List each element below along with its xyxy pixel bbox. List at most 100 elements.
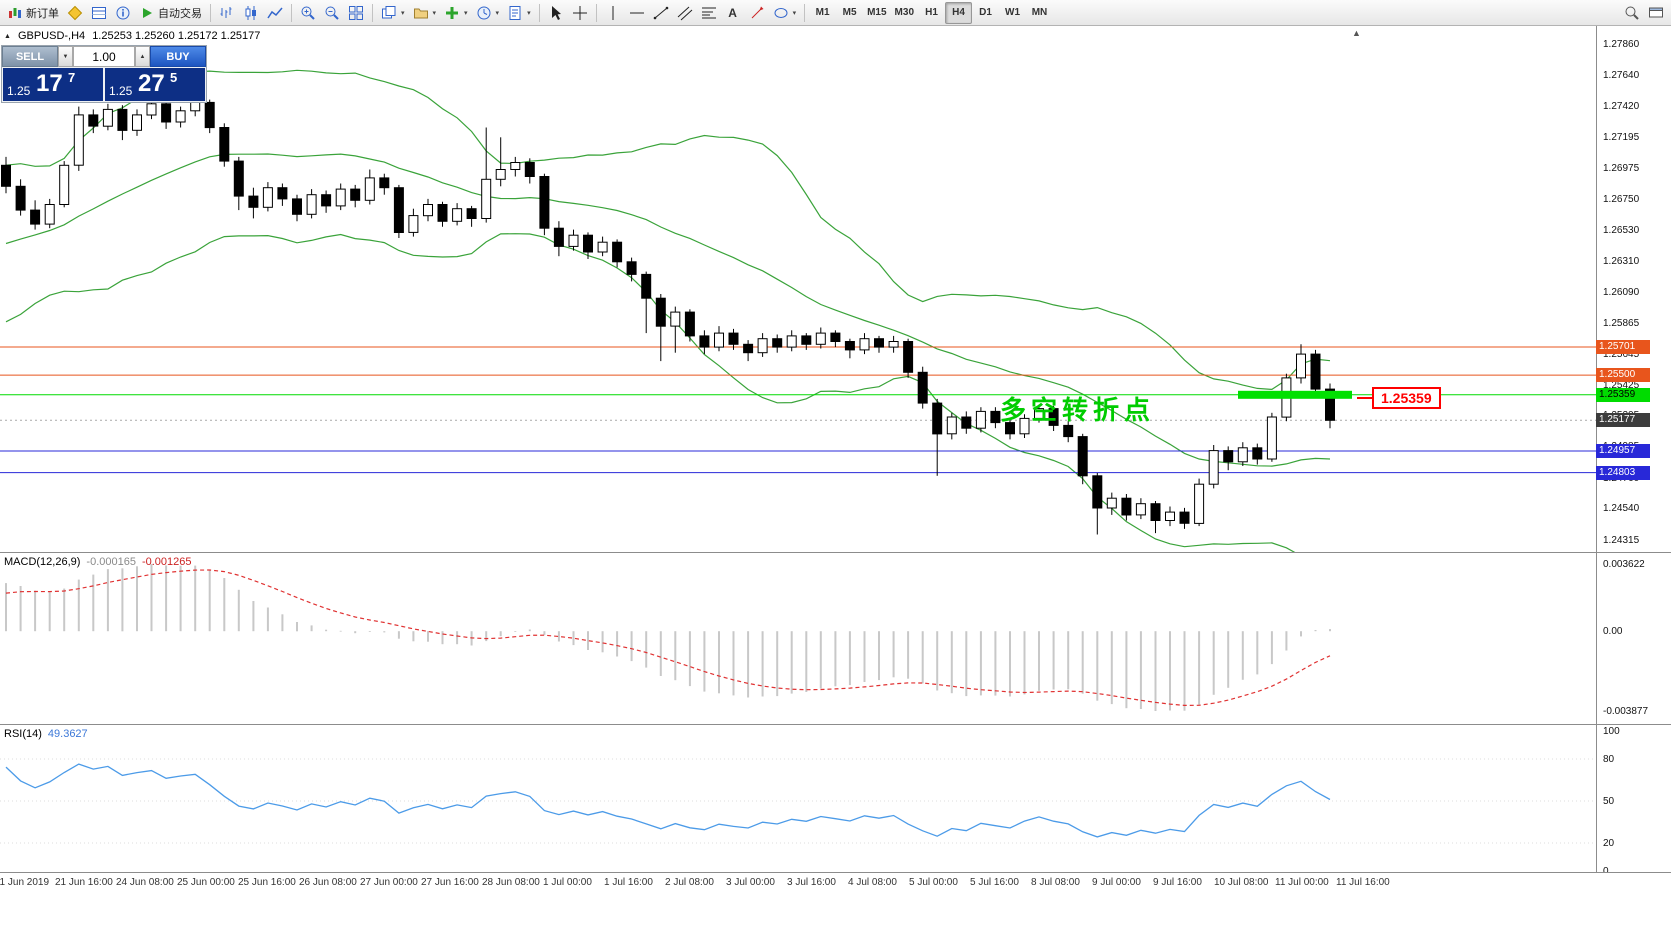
timeframe-button-m1[interactable]: M1	[815, 7, 830, 18]
periods-button[interactable]: ▾	[472, 2, 504, 24]
rsi-label: RSI(14)	[4, 728, 42, 740]
timeframe-button-mn[interactable]: MN	[1031, 7, 1048, 18]
search-button[interactable]	[1620, 2, 1644, 24]
timeframe-button-d1[interactable]: D1	[979, 7, 992, 18]
timeframe-button-h1[interactable]: H1	[925, 7, 938, 18]
timeframe-button-h4[interactable]: H4	[945, 1, 972, 24]
timeframe-group: M1 M5 M15 M30 H1 H4 D1 W1 MN	[809, 1, 1053, 24]
arrow-tool-button[interactable]	[745, 2, 769, 24]
text-tool-button[interactable]: A	[721, 2, 745, 24]
time-axis-label: 27 Jun 00:00	[360, 877, 418, 888]
market-watch-icon	[92, 6, 106, 19]
chevron-down-icon: ▾	[464, 9, 468, 17]
rsi-line	[5, 763, 1331, 838]
price-chart-canvas[interactable]	[0, 26, 1596, 552]
templates-button[interactable]: ▾	[503, 2, 535, 24]
volume-decrease-button[interactable]: ▼	[58, 46, 73, 67]
arrange-charts-button[interactable]: ▾	[377, 2, 409, 24]
chart-annotation-text[interactable]: 多空转折点	[1000, 395, 1156, 425]
price-scale-label: 1.25865	[1603, 318, 1640, 329]
cursor-button[interactable]	[544, 2, 568, 24]
candlestick-chart-button[interactable]	[239, 2, 263, 24]
data-window-button[interactable]	[111, 2, 135, 24]
fibonacci-icon	[701, 7, 716, 18]
timeframe-button-w1[interactable]: W1	[1005, 7, 1020, 18]
new-order-icon	[9, 7, 21, 18]
timeframe-button-m15[interactable]: M15	[867, 7, 887, 18]
rsi-axis[interactable]: 100 80 50 20 0	[1596, 725, 1671, 877]
timeframe-button-m5[interactable]: M5	[842, 7, 857, 18]
sell-button[interactable]: SELL	[2, 46, 58, 67]
macd-panel[interactable]: MACD(12,26,9) -0.000165 -0.001265 0.0036…	[0, 552, 1671, 724]
time-axis-label: 4 Jul 08:00	[848, 877, 897, 888]
trendline-button[interactable]	[649, 2, 673, 24]
time-axis-label: 2 Jul 08:00	[665, 877, 714, 888]
chevron-down-icon: ▾	[432, 9, 437, 17]
time-axis-label: 9 Jul 16:00	[1153, 877, 1202, 888]
zoom-out-button[interactable]	[320, 2, 344, 24]
toolbar-separator	[595, 3, 597, 22]
timeframe-button-m30[interactable]: M30	[894, 7, 914, 18]
time-axis-label: 11 Jul 16:00	[1336, 877, 1390, 888]
line-chart-button[interactable]	[263, 2, 287, 24]
price-scale-label: 1.24540	[1603, 503, 1640, 514]
price-axis[interactable]: 1.27860 1.27640 1.27420 1.27195 1.26975 1.267…	[1596, 26, 1671, 552]
autotrading-button[interactable]: 自动交易	[135, 2, 206, 24]
rsi-scale-label: 50	[1603, 796, 1615, 807]
fibonacci-button[interactable]	[697, 2, 721, 24]
time-axis-label: 25 Jun 16:00	[238, 877, 296, 888]
vertical-line-icon	[612, 5, 614, 20]
hline-price-tag[interactable]: 1.25701	[1596, 340, 1650, 354]
volume-input[interactable]	[73, 46, 135, 67]
buy-button[interactable]: BUY	[150, 46, 206, 67]
hline-price-tag[interactable]: 1.25359	[1596, 388, 1650, 402]
highlight-band[interactable]	[1238, 390, 1352, 399]
crosshair-button[interactable]	[568, 2, 592, 24]
macd-axis[interactable]: 0.003622 0.00 -0.003877	[1596, 553, 1671, 724]
profiles-button[interactable]: ▾	[409, 2, 441, 24]
chart-area[interactable]: ▲ GBPUSD-,H4 1.25253 1.25260 1.25172 1.2…	[0, 26, 1671, 552]
horizontal-line-objects[interactable]	[0, 346, 1596, 474]
price-scale-label: 1.25425	[1603, 380, 1640, 391]
chevron-down-icon: ▾	[527, 9, 531, 17]
volume-increase-button[interactable]: ▲	[135, 46, 150, 67]
search-icon	[1625, 6, 1639, 20]
time-axis-label: 3 Jul 00:00	[726, 877, 775, 888]
shapes-button[interactable]: ▾	[769, 2, 801, 24]
chevron-down-icon: ▾	[792, 9, 797, 17]
toolbox-button[interactable]	[1644, 2, 1668, 24]
channel-button[interactable]	[673, 2, 697, 24]
periods-clock-icon	[477, 6, 491, 19]
time-axis-label: 9 Jul 00:00	[1092, 877, 1141, 888]
bollinger-bands	[5, 69, 1331, 552]
bar-chart-button[interactable]	[215, 2, 239, 24]
vertical-line-button[interactable]	[601, 2, 625, 24]
hline-price-tag[interactable]: 1.25500	[1596, 368, 1650, 382]
chevron-down-icon: ▾	[401, 9, 405, 17]
price-scale-label: 1.26975	[1603, 163, 1640, 174]
chart-symbol-period: GBPUSD-,H4	[17, 30, 86, 42]
new-order-button[interactable]: 新订单	[3, 2, 63, 24]
tile-windows-button[interactable]	[344, 2, 368, 24]
market-watch-button[interactable]	[87, 2, 111, 24]
spinner-up-icon: ▲	[139, 53, 146, 60]
macd-scale-label: 0.003622	[1603, 559, 1645, 570]
rsi-panel[interactable]: RSI(14) 49.3627 100 80 50 20 0	[0, 724, 1671, 877]
time-axis-label: 24 Jun 08:00	[116, 877, 174, 888]
time-axis-label: 1 Jul 16:00	[604, 877, 653, 888]
indicators-button[interactable]: ▾	[440, 2, 472, 24]
hline-price-tag[interactable]: 1.24803	[1596, 466, 1650, 480]
scroll-arrow-icon[interactable]: ▲	[1352, 28, 1361, 38]
metaeditor-button[interactable]	[63, 2, 87, 24]
rsi-scale-label: 100	[1603, 726, 1620, 737]
time-axis-label: 1 Jul 00:00	[543, 877, 592, 888]
toolbar-separator	[538, 3, 540, 22]
zoom-in-button[interactable]	[296, 2, 320, 24]
horizontal-line-button[interactable]	[625, 2, 649, 24]
horizontal-line-icon	[629, 12, 644, 13]
price-callout-label[interactable]: 1.25359	[1357, 387, 1441, 409]
hline-price-tag[interactable]: 1.24957	[1596, 444, 1650, 458]
price-scale-label: 1.26310	[1603, 256, 1640, 267]
